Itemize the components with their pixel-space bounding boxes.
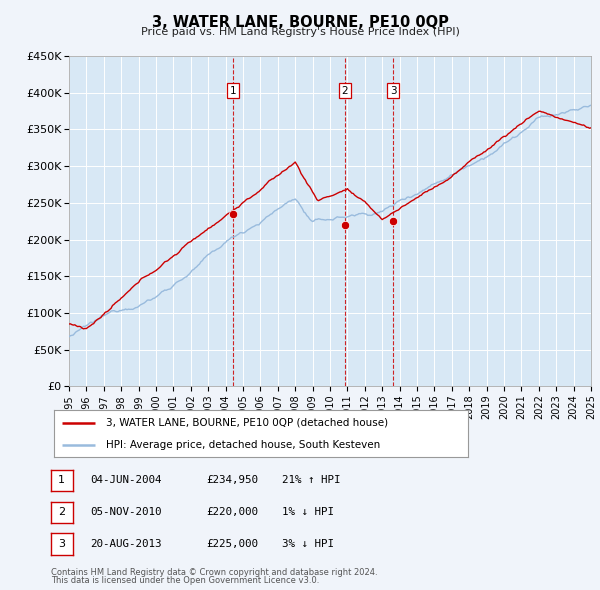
Text: Contains HM Land Registry data © Crown copyright and database right 2024.: Contains HM Land Registry data © Crown c… xyxy=(51,568,377,577)
Text: 3: 3 xyxy=(390,86,397,96)
Text: HPI: Average price, detached house, South Kesteven: HPI: Average price, detached house, Sout… xyxy=(106,440,380,450)
Text: 21% ↑ HPI: 21% ↑ HPI xyxy=(282,476,341,485)
Text: £225,000: £225,000 xyxy=(206,539,258,549)
Text: This data is licensed under the Open Government Licence v3.0.: This data is licensed under the Open Gov… xyxy=(51,576,319,585)
Text: 1% ↓ HPI: 1% ↓ HPI xyxy=(282,507,334,517)
Text: 1: 1 xyxy=(58,476,65,485)
Text: 04-JUN-2004: 04-JUN-2004 xyxy=(90,476,161,485)
Text: 1: 1 xyxy=(230,86,236,96)
Text: 2: 2 xyxy=(341,86,348,96)
Text: 3% ↓ HPI: 3% ↓ HPI xyxy=(282,539,334,549)
Text: Price paid vs. HM Land Registry's House Price Index (HPI): Price paid vs. HM Land Registry's House … xyxy=(140,27,460,37)
Text: £234,950: £234,950 xyxy=(206,476,258,485)
Text: 2: 2 xyxy=(58,507,65,517)
Text: 3, WATER LANE, BOURNE, PE10 0QP (detached house): 3, WATER LANE, BOURNE, PE10 0QP (detache… xyxy=(106,418,388,428)
Text: 3: 3 xyxy=(58,539,65,549)
Text: 3, WATER LANE, BOURNE, PE10 0QP: 3, WATER LANE, BOURNE, PE10 0QP xyxy=(152,15,448,30)
Text: 20-AUG-2013: 20-AUG-2013 xyxy=(90,539,161,549)
Text: £220,000: £220,000 xyxy=(206,507,258,517)
Text: 05-NOV-2010: 05-NOV-2010 xyxy=(90,507,161,517)
